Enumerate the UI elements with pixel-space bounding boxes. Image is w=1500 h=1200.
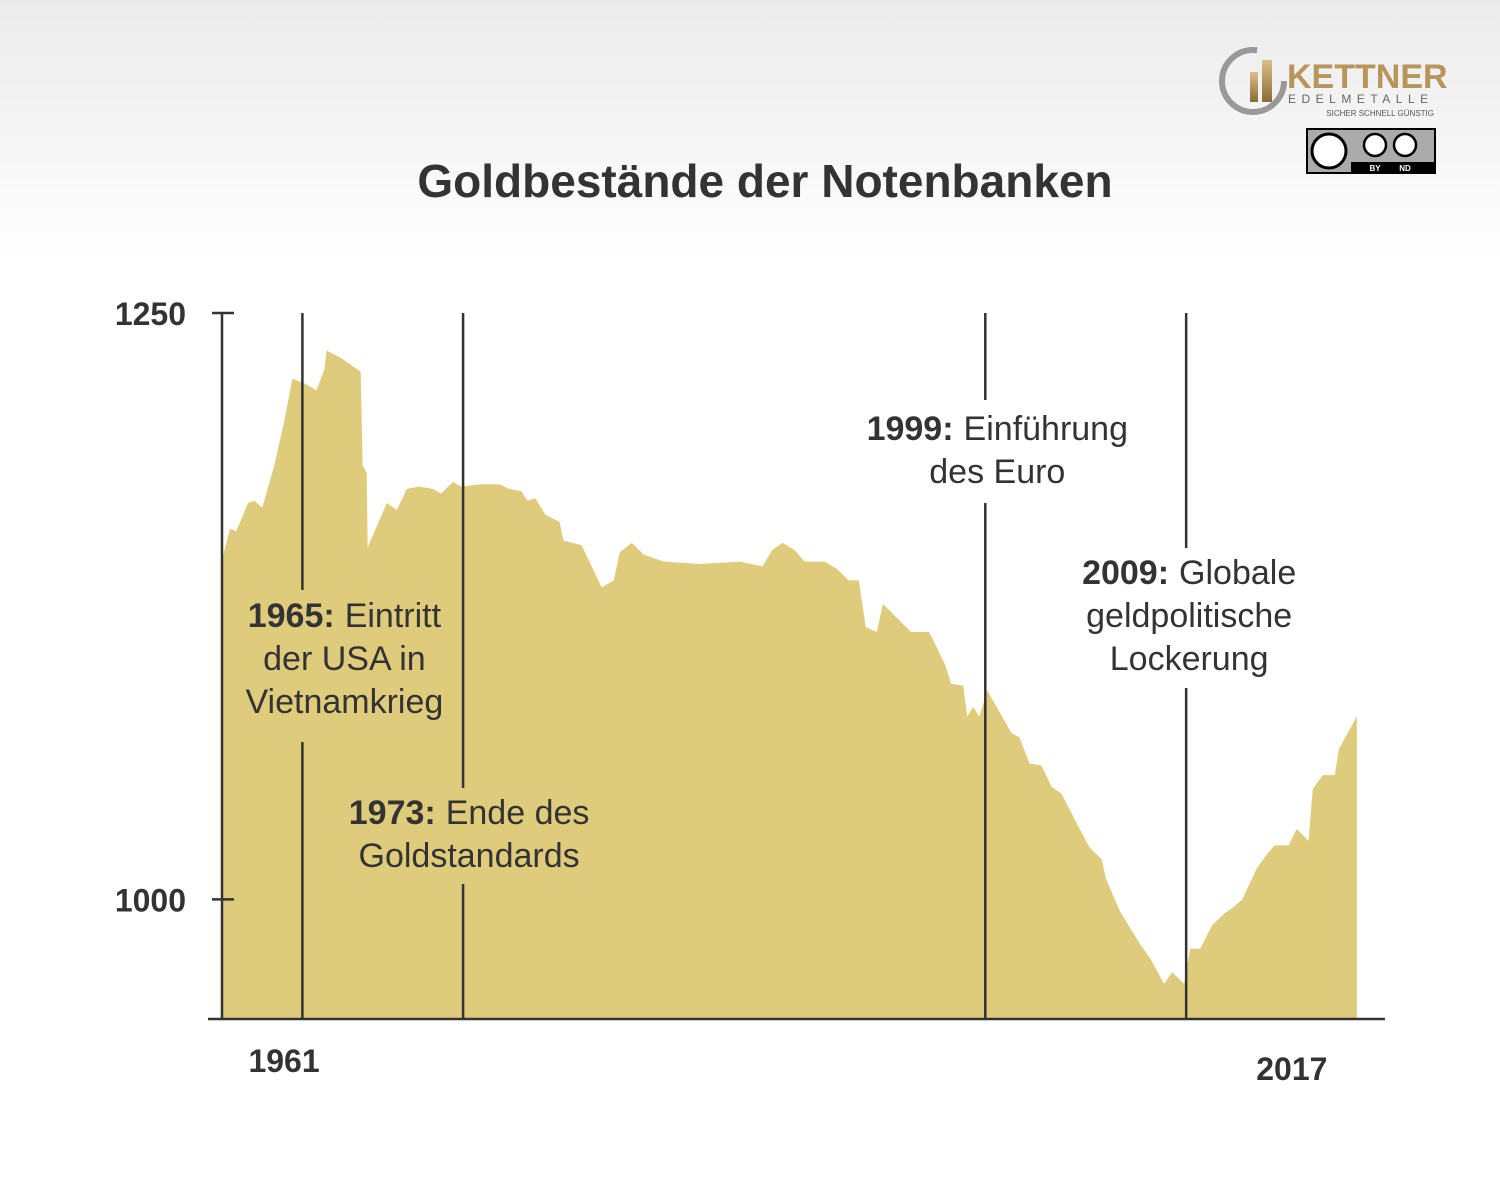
annotation-label: Einführung [964, 410, 1128, 448]
annotation-year: 2009: [1082, 554, 1169, 592]
logo-sub: EDELMETALLE [1288, 92, 1434, 106]
nd-icon [1392, 132, 1418, 158]
annotation-text: des Euro [929, 453, 1065, 491]
annotation-label: Lockerung [1110, 640, 1269, 678]
x-tick-label: 1961 [248, 1043, 319, 1079]
annotation-text: der USA in [263, 640, 426, 678]
annotation-text: 1999: Einführung [867, 410, 1128, 448]
logo-ring [1219, 47, 1287, 115]
annotation-text: 1965: Eintritt [248, 597, 442, 635]
annotation-label: geldpolitische [1086, 597, 1292, 635]
cc-icon [1310, 132, 1348, 170]
area [222, 350, 1357, 1020]
logo-slogan: SICHER SCHNELL GÜNSTIG [1326, 109, 1434, 118]
annotation-text: Vietnamkrieg [245, 683, 443, 721]
annotation-label: Globale [1179, 554, 1296, 592]
logo: KETTNER EDELMETALLE SICHER SCHNELL GÜNST… [1219, 47, 1448, 174]
annotation-text: 2009: Globale [1082, 554, 1296, 592]
cc-strip [1351, 162, 1435, 173]
y-tick-label: 1000 [115, 882, 186, 918]
annotation-label: des Euro [929, 453, 1065, 491]
annotation-text: Lockerung [1110, 640, 1269, 678]
annotation-year: 1965: [248, 597, 335, 635]
annotation-label: Vietnamkrieg [245, 683, 443, 721]
annotation-text: 1973: Ende des [349, 794, 590, 832]
logo-bar [1250, 72, 1258, 102]
annotation-label: der USA in [263, 640, 426, 678]
annotation-label: Goldstandards [359, 837, 580, 875]
annotation-text: Goldstandards [359, 837, 580, 875]
by-icon [1362, 132, 1388, 158]
x-tick-label: 2017 [1256, 1051, 1327, 1087]
logo-bar [1262, 60, 1272, 102]
chart-title: Goldbestände der Notenbanken [417, 155, 1112, 207]
license-nd: ND [1399, 164, 1411, 173]
annotation-year: 1999: [867, 410, 954, 448]
logo-name: KETTNER [1287, 58, 1448, 96]
annotation-label: Eintritt [345, 597, 442, 635]
annotation-label: Ende des [446, 794, 590, 832]
annotation-year: 1973: [349, 794, 436, 832]
y-tick-label: 1250 [115, 296, 186, 332]
license-by: BY [1369, 164, 1381, 173]
annotation-text: geldpolitische [1086, 597, 1292, 635]
